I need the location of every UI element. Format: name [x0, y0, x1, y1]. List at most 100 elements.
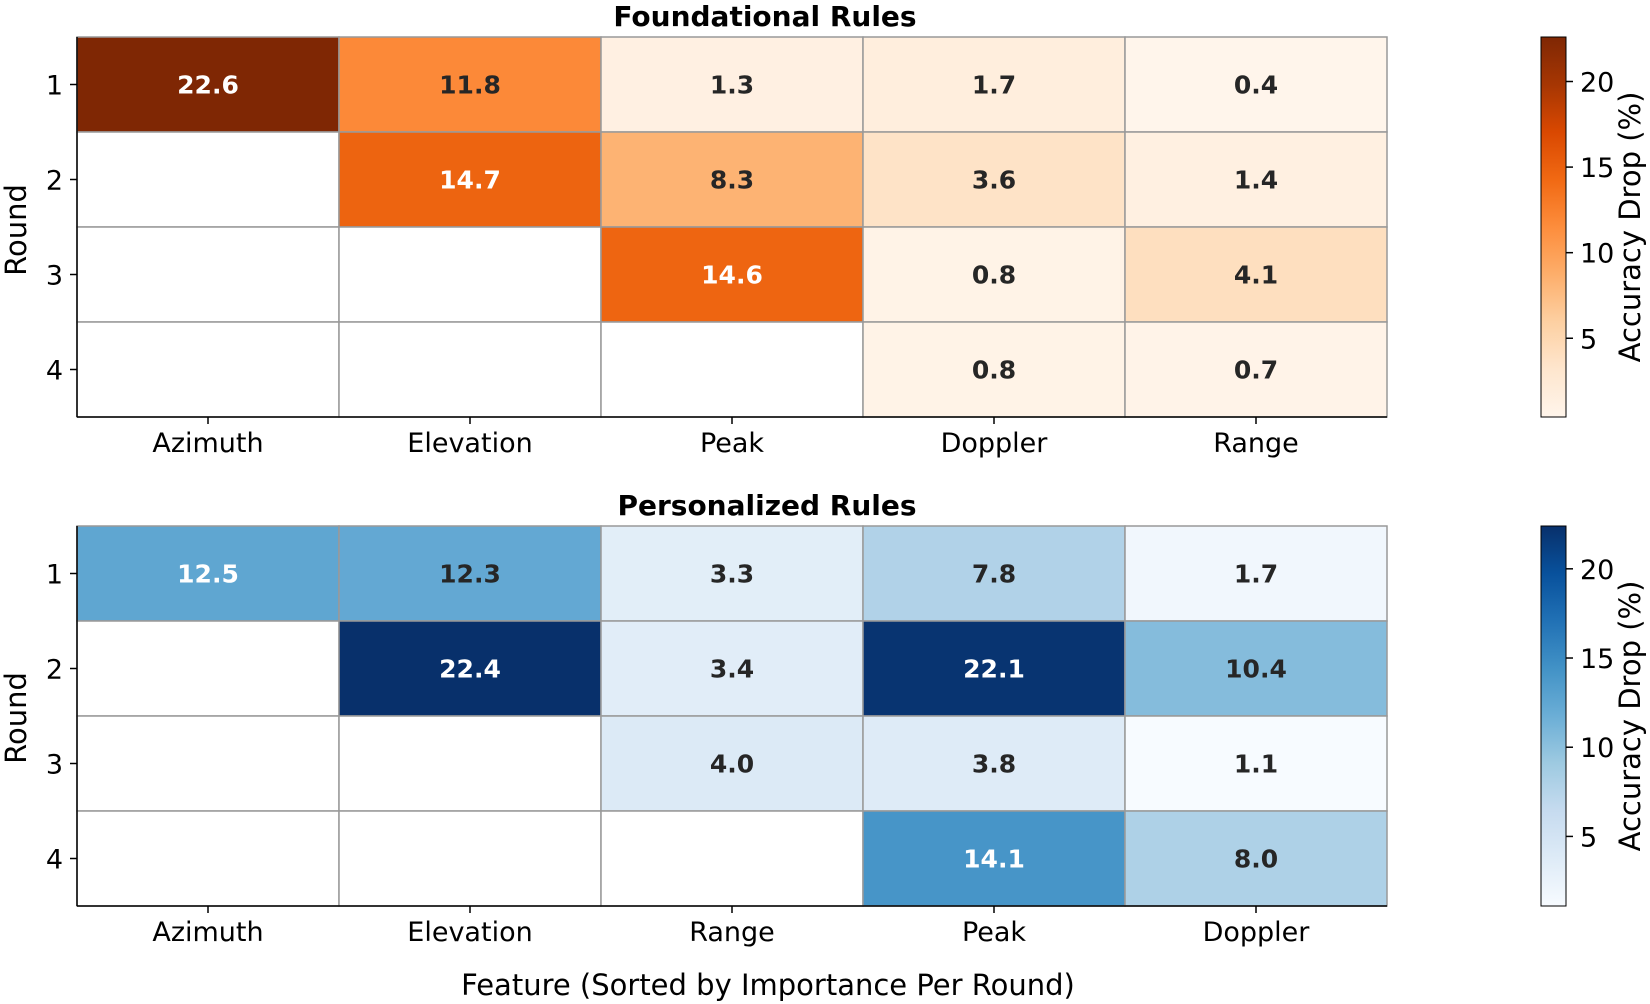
heatmap-foundational: Foundational Rules Round 22.6 11.8 1.3 1.7 0… — [0, 0, 1647, 459]
heatmap-cell-empty — [76, 131, 340, 228]
x-tick-label: Doppler — [1203, 917, 1311, 948]
heatmap-cell — [862, 36, 1126, 133]
x-tick-label: Elevation — [407, 917, 532, 948]
chart-title: Foundational Rules — [613, 0, 916, 33]
colorbar-tick-label: 15 — [1580, 153, 1614, 184]
cell-value-label: 1.7 — [1234, 560, 1278, 589]
y-tick-label: 3 — [46, 750, 63, 781]
heatmap-cell — [600, 715, 864, 812]
colorbar-gradient — [1540, 36, 1567, 418]
heatmap-cell — [338, 620, 602, 717]
heatmap-cell — [862, 321, 1126, 418]
cell-value-label: 4.1 — [1234, 261, 1278, 290]
y-tick-label: 3 — [46, 261, 63, 292]
heatmap-cell-empty — [338, 321, 602, 418]
cell-value-label: 10.4 — [1225, 655, 1287, 684]
colorbar-tick-label: 20 — [1580, 68, 1614, 99]
heatmap-cell — [1124, 226, 1388, 323]
heatmap-cell — [600, 226, 864, 323]
cell-value-label: 12.3 — [439, 560, 501, 589]
cell-value-label: 3.6 — [972, 166, 1016, 195]
heatmap-cell — [1124, 810, 1388, 907]
cell-value-label: 0.7 — [1234, 356, 1278, 385]
cell-value-label: 7.8 — [972, 560, 1016, 589]
heatmap-cell-empty — [76, 226, 340, 323]
heatmap-cell — [1124, 715, 1388, 812]
cell-value-label: 1.7 — [972, 71, 1016, 100]
heatmap-cell — [1124, 36, 1388, 133]
colorbar-tick-label: 20 — [1580, 555, 1614, 586]
y-tick-label: 4 — [46, 356, 63, 387]
cell-value-label: 14.7 — [439, 166, 501, 195]
cell-value-label: 22.6 — [177, 71, 239, 100]
colorbar-tick-label: 5 — [1580, 822, 1597, 853]
cell-value-label: 1.1 — [1234, 750, 1278, 779]
heatmap-cell — [862, 131, 1126, 228]
colorbar-tick-label: 10 — [1580, 733, 1614, 764]
cell-value-label: 0.8 — [972, 261, 1016, 290]
heatmap-cell-empty — [338, 715, 602, 812]
heatmap-cell-empty — [76, 321, 340, 418]
heatmap-cell-empty — [76, 620, 340, 717]
x-tick-label: Range — [1213, 428, 1299, 459]
heatmap-cell-empty — [338, 226, 602, 323]
heatmap-cell — [600, 620, 864, 717]
cell-value-label: 0.8 — [972, 356, 1016, 385]
heatmap-cell — [76, 36, 340, 133]
heatmap-cell — [862, 525, 1126, 622]
y-axis-label: Round — [0, 184, 33, 276]
cell-value-label: 14.1 — [963, 845, 1025, 874]
heatmap-personalized: Personalized Rules Round 12.5 12.3 3.3 7.8 1… — [0, 489, 1647, 948]
cell-value-label: 0.4 — [1234, 71, 1278, 100]
y-tick-label: 1 — [46, 560, 63, 591]
colorbar-gradient — [1540, 525, 1567, 907]
heatmap-cell — [76, 525, 340, 622]
colorbar: 5 10 15 20 Accuracy Drop (%) — [1540, 525, 1647, 907]
colorbar-tick-label: 10 — [1580, 239, 1614, 270]
cell-value-label: 3.4 — [710, 655, 754, 684]
x-axis-label: Feature (Sorted by Importance Per Round) — [461, 968, 1075, 1002]
colorbar-tick-label: 5 — [1580, 324, 1597, 355]
x-tick-label: Azimuth — [152, 917, 263, 948]
x-tick-label: Range — [689, 917, 775, 948]
chart-title: Personalized Rules — [617, 489, 916, 522]
heatmap-cell — [600, 525, 864, 622]
cell-value-label: 12.5 — [177, 560, 239, 589]
y-tick-label: 1 — [46, 71, 63, 102]
cell-value-label: 22.4 — [439, 655, 501, 684]
cell-value-label: 22.1 — [963, 655, 1025, 684]
heatmap-cell-empty — [76, 715, 340, 812]
cell-value-label: 14.6 — [701, 261, 763, 290]
x-tick-label: Azimuth — [152, 428, 263, 459]
colorbar-label: Accuracy Drop (%) — [1613, 581, 1647, 852]
cell-value-label: 3.3 — [710, 560, 754, 589]
heatmap-cell — [600, 36, 864, 133]
heatmap-cell — [1124, 321, 1388, 418]
cell-value-label: 8.0 — [1234, 845, 1278, 874]
y-tick-label: 2 — [46, 655, 63, 686]
heatmap-cell — [338, 36, 602, 133]
heatmap-cell — [1124, 620, 1388, 717]
heatmap-cell — [862, 810, 1126, 907]
heatmap-cell — [1124, 525, 1388, 622]
cell-value-label: 1.4 — [1234, 166, 1278, 195]
heatmap-cell-empty — [338, 810, 602, 907]
x-tick-label: Elevation — [407, 428, 532, 459]
cell-value-label: 1.3 — [710, 71, 754, 100]
colorbar-tick-label: 15 — [1580, 644, 1614, 675]
cell-value-label: 4.0 — [710, 750, 754, 779]
colorbar-label: Accuracy Drop (%) — [1613, 92, 1647, 363]
colorbar: 5 10 15 20 Accuracy Drop (%) — [1540, 36, 1647, 418]
x-tick-label: Peak — [700, 428, 764, 459]
y-tick-label: 4 — [46, 845, 63, 876]
y-tick-label: 2 — [46, 166, 63, 197]
heatmap-cell — [338, 131, 602, 228]
heatmap-cell-empty — [600, 321, 864, 418]
x-tick-label: Peak — [962, 917, 1026, 948]
cell-value-label: 11.8 — [439, 71, 501, 100]
y-axis-label: Round — [0, 672, 33, 764]
heatmap-cell-empty — [600, 810, 864, 907]
x-tick-label: Doppler — [941, 428, 1049, 459]
cell-value-label: 3.8 — [972, 750, 1016, 779]
